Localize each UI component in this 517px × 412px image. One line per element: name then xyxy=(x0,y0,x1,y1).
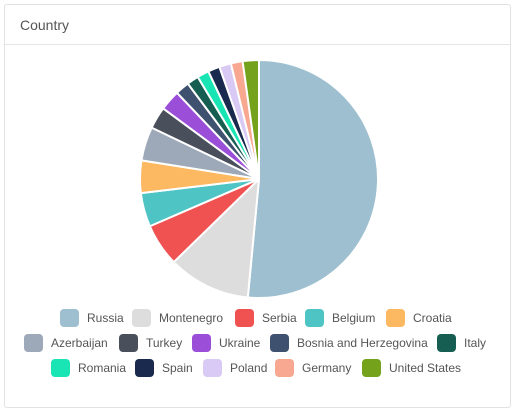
legend-swatch-croatia[interactable] xyxy=(386,309,405,327)
legend-label-azerbaijan[interactable]: Azerbaijan xyxy=(51,336,108,350)
legend-swatch-serbia[interactable] xyxy=(235,309,254,327)
legend-label-russia[interactable]: Russia xyxy=(87,311,124,325)
legend-label-turkey[interactable]: Turkey xyxy=(146,336,182,350)
legend-label-poland[interactable]: Poland xyxy=(230,361,267,375)
legend-label-italy[interactable]: Italy xyxy=(464,336,486,350)
legend-swatch-poland[interactable] xyxy=(203,359,222,377)
panel-header: Country xyxy=(5,5,510,45)
legend-label-spain[interactable]: Spain xyxy=(162,361,193,375)
legend-label-germany[interactable]: Germany xyxy=(302,361,351,375)
legend-swatch-romania[interactable] xyxy=(51,359,70,377)
legend-label-belgium[interactable]: Belgium xyxy=(332,311,375,325)
pie-slice-montenegro[interactable] xyxy=(172,178,260,299)
legend-swatch-spain[interactable] xyxy=(135,359,154,377)
legend-swatch-united-states[interactable] xyxy=(362,359,381,377)
legend-swatch-ukraine[interactable] xyxy=(192,334,211,352)
pie-slice-united-states[interactable] xyxy=(241,59,260,180)
legend-label-ukraine[interactable]: Ukraine xyxy=(219,336,261,350)
legend-label-romania[interactable]: Romania xyxy=(78,361,126,375)
legend-label-united-states[interactable]: United States xyxy=(389,361,461,375)
legend-swatch-turkey[interactable] xyxy=(119,334,138,352)
legend-swatch-germany[interactable] xyxy=(275,359,294,377)
legend-swatch-belgium[interactable] xyxy=(305,309,324,327)
legend-label-croatia[interactable]: Croatia xyxy=(413,311,452,325)
legend-label-bosnia-and-herzegovina[interactable]: Bosnia and Herzegovina xyxy=(297,336,428,350)
legend-swatch-bosnia-and-herzegovina[interactable] xyxy=(270,334,289,352)
pie-slice-russia[interactable] xyxy=(246,59,379,299)
legend-label-serbia[interactable]: Serbia xyxy=(262,311,297,325)
legend-label-montenegro[interactable]: Montenegro xyxy=(159,311,223,325)
legend-swatch-azerbaijan[interactable] xyxy=(24,334,43,352)
legend-swatch-italy[interactable] xyxy=(437,334,456,352)
panel-title: Country xyxy=(20,16,70,33)
legend-swatch-russia[interactable] xyxy=(60,309,79,327)
legend-swatch-montenegro[interactable] xyxy=(132,309,151,327)
